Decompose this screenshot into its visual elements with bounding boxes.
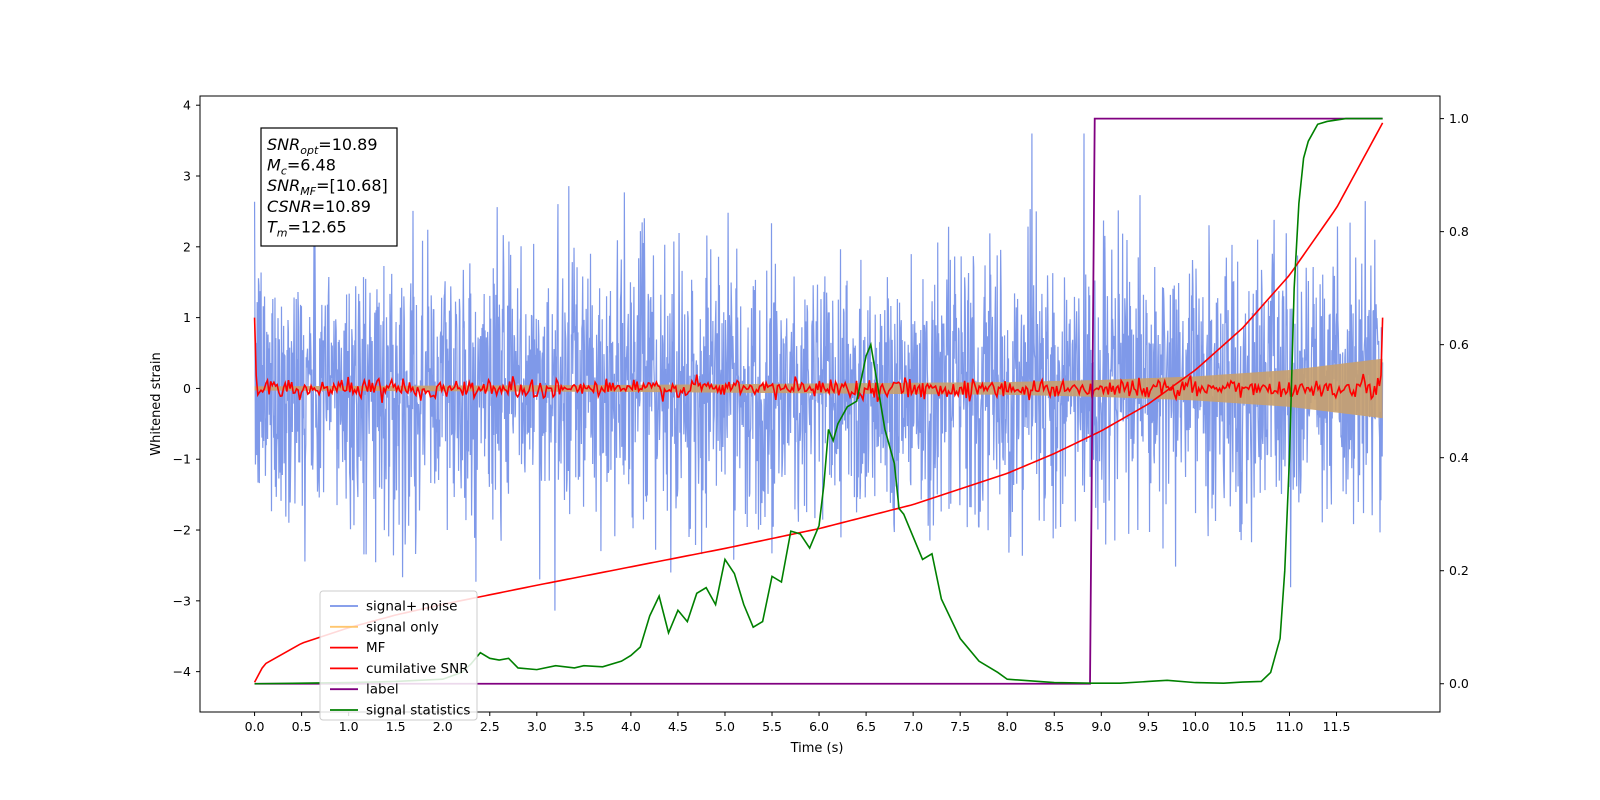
y-tick-label-right: 0.4 xyxy=(1449,450,1469,465)
x-tick-label: 4.0 xyxy=(621,719,641,734)
x-tick-label: 1.0 xyxy=(339,719,359,734)
y-tick-label-left: 1 xyxy=(183,310,191,325)
annotation-box: SNRopt=10.89Mc=6.48SNRMF=[10.68]CSNR=10.… xyxy=(260,127,398,247)
label-series xyxy=(254,117,1383,685)
y-axis-left: 4 3 2 1 0 −1 −2 −3 −4 xyxy=(173,98,200,679)
x-tick-label: 11.5 xyxy=(1323,719,1351,734)
x-tick-label: 5.0 xyxy=(715,719,735,734)
x-tick-label: 10.0 xyxy=(1181,719,1209,734)
legend-label: cumilative SNR xyxy=(366,661,469,677)
y-tick-label-right: 0.0 xyxy=(1449,676,1469,691)
x-tick-label: 0.0 xyxy=(245,719,265,734)
x-tick-label: 8.0 xyxy=(997,719,1017,734)
mf-series xyxy=(253,317,1384,403)
annotation-line: CSNR=10.89 xyxy=(267,197,371,216)
x-tick-label: 2.5 xyxy=(480,719,500,734)
x-tick-label: 11.0 xyxy=(1276,719,1304,734)
y-tick-label-left: −4 xyxy=(173,664,191,679)
signal-statistics-series xyxy=(254,117,1383,685)
x-tick-label: 1.5 xyxy=(386,719,406,734)
y-tick-label-right: 1.0 xyxy=(1449,111,1469,126)
y-tick-label-left: −2 xyxy=(173,523,191,538)
y-tick-label-left: 3 xyxy=(183,169,191,184)
x-tick-label: 3.0 xyxy=(527,719,547,734)
y-tick-label-right: 0.2 xyxy=(1449,563,1469,578)
plot-frame xyxy=(199,95,1441,713)
y-axis-label: Whitened strain xyxy=(149,352,164,455)
x-tick-label: 7.5 xyxy=(950,719,970,734)
legend-label: signal only xyxy=(366,619,439,635)
y-tick-label-left: 0 xyxy=(183,381,191,396)
x-tick-label: 2.0 xyxy=(433,719,453,734)
legend-label: signal statistics xyxy=(366,703,470,719)
x-tick-label: 0.5 xyxy=(292,719,312,734)
x-tick-label: 3.5 xyxy=(574,719,594,734)
legend: signal+ noise signal only MF cumilative SNR… xyxy=(319,590,478,721)
mf-line xyxy=(253,317,1384,403)
legend-label: signal+ noise xyxy=(366,599,457,615)
x-tick-label: 5.5 xyxy=(762,719,782,734)
x-tick-label: 8.5 xyxy=(1044,719,1064,734)
x-tick-label: 6.5 xyxy=(856,719,876,734)
y-tick-label-left: 2 xyxy=(183,239,191,254)
label-line xyxy=(254,117,1383,685)
y-axis-right: 1.0 0.8 0.6 0.4 0.2 0.0 xyxy=(1440,111,1469,691)
y-tick-label-left: 4 xyxy=(183,98,191,113)
y-tick-label-right: 0.6 xyxy=(1449,337,1469,352)
annotation-line: Mc=6.48 xyxy=(267,156,336,178)
x-axis-label: Time (s) xyxy=(790,741,844,756)
signal-statistics-line xyxy=(254,117,1383,685)
annotation-line: SNRopt=10.89 xyxy=(267,135,378,157)
y-tick-label-left: −3 xyxy=(173,593,191,608)
x-tick-label: 9.5 xyxy=(1138,719,1158,734)
legend-label: label xyxy=(366,682,399,698)
legend-frame xyxy=(319,590,478,721)
annotation-line: SNRMF=[10.68] xyxy=(267,176,388,198)
x-tick-label: 9.0 xyxy=(1091,719,1111,734)
x-tick-label: 4.5 xyxy=(668,719,688,734)
x-tick-label: 6.0 xyxy=(809,719,829,734)
y-tick-label-right: 0.8 xyxy=(1449,224,1469,239)
x-axis: 0.0 0.5 1.0 1.5 2.0 2.5 3.0 3.5 4.0 4.5 5.0 5.5 6.0 6… xyxy=(245,712,1351,734)
x-tick-label: 7.0 xyxy=(903,719,923,734)
legend-label: MF xyxy=(366,640,385,656)
x-tick-label: 10.5 xyxy=(1229,719,1257,734)
annotation-box-frame xyxy=(260,127,398,247)
annotation-line: Tm=12.65 xyxy=(267,217,347,239)
y-tick-label-left: −1 xyxy=(173,452,191,467)
